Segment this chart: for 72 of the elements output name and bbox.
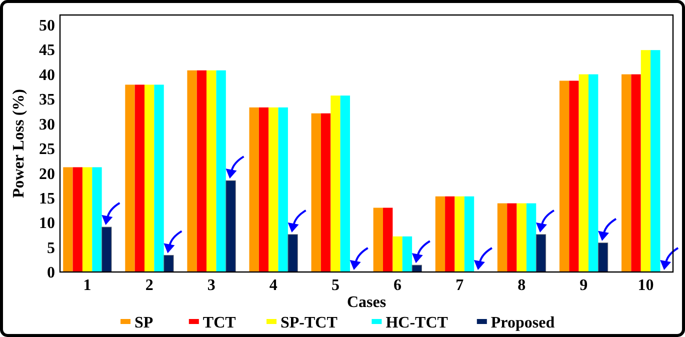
bar: [249, 107, 259, 272]
bar: [650, 50, 660, 272]
bar: [92, 167, 102, 272]
bar: [154, 84, 164, 272]
bar: [526, 203, 536, 272]
y-tick-label: 25: [39, 141, 55, 158]
x-tick-label: 8: [518, 277, 526, 294]
y-tick-label: 10: [39, 215, 55, 232]
bar: [640, 50, 651, 272]
bar: [311, 113, 321, 272]
bar: [134, 84, 145, 272]
y-tick-label: 20: [39, 166, 55, 183]
bar: [383, 208, 393, 272]
x-tick-label: 2: [145, 277, 154, 294]
y-axis-title: Power Loss (%): [10, 88, 28, 198]
bar: [102, 226, 112, 272]
bar: [330, 96, 340, 272]
x-tick-label: 10: [638, 277, 654, 294]
bar: [63, 167, 73, 272]
x-tick-label: 1: [83, 277, 92, 294]
bar: [507, 203, 517, 272]
bar: [588, 74, 598, 272]
x-axis-title: Cases: [346, 294, 386, 311]
bar: [598, 242, 608, 272]
bar: [536, 234, 546, 272]
bar: [216, 70, 226, 272]
bar: [82, 167, 92, 272]
y-tick-label: 5: [47, 240, 55, 257]
bar: [402, 236, 412, 272]
legend-label: SP-TCT: [280, 314, 338, 332]
bar: [516, 203, 526, 272]
bar: [278, 107, 288, 272]
x-tick-label: 7: [456, 277, 464, 294]
bar: [454, 196, 464, 272]
bar: [569, 80, 579, 272]
legend-label: TCT: [202, 314, 236, 332]
x-tick-label: 5: [331, 277, 340, 294]
bar: [288, 234, 298, 272]
bar: [268, 107, 278, 272]
y-tick-label: 40: [39, 66, 55, 84]
bar: [125, 84, 135, 272]
x-tick-label: 4: [269, 277, 278, 294]
x-tick-label: 9: [580, 277, 588, 294]
x-tick-label: 3: [207, 277, 216, 294]
bar: [72, 167, 82, 272]
bar: [206, 70, 216, 272]
y-tick-label: 15: [39, 190, 55, 208]
bar: [196, 70, 207, 272]
bar: [631, 74, 641, 272]
y-tick-label: 45: [39, 42, 55, 60]
bar: [559, 80, 570, 272]
bar: [340, 96, 350, 272]
legend-label: SP: [134, 314, 154, 332]
x-tick-label: 6: [394, 277, 402, 294]
legend-label: HC-TCT: [386, 314, 448, 332]
bar: [187, 70, 197, 272]
bar: [392, 236, 402, 272]
bar: [497, 203, 508, 272]
bar: [445, 196, 455, 272]
bar: [578, 74, 588, 272]
bar: [320, 113, 331, 272]
y-tick-label: 30: [39, 116, 55, 134]
bar: [373, 208, 384, 272]
bar: [622, 74, 632, 272]
legend-label: Proposed: [490, 314, 555, 332]
bar: [464, 196, 474, 272]
y-tick-label: 0: [47, 264, 55, 282]
bar: [144, 84, 154, 272]
bar: [435, 196, 446, 272]
y-tick-label: 50: [39, 17, 55, 34]
y-tick-label: 35: [39, 92, 55, 109]
bar: [258, 107, 269, 272]
